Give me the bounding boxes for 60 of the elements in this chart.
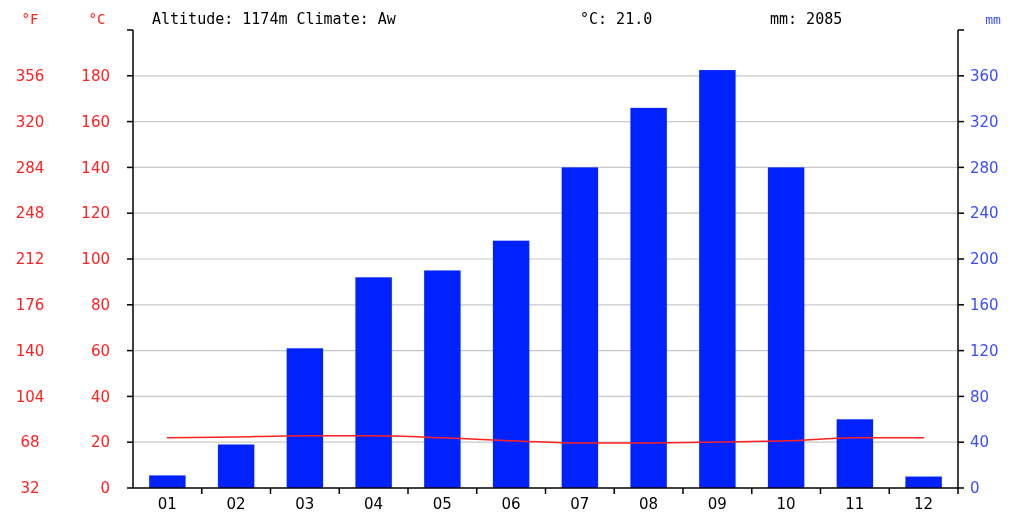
x-tick-label: 04 [364,495,384,513]
y3-tick-label: 320 [15,112,45,131]
y2-tick-label: 0 [970,479,980,498]
y-tick-label: 100 [81,250,110,269]
x-tick-label: 08 [639,495,659,513]
bar [424,270,461,488]
y-tick-label: 140 [81,158,110,177]
bar [767,167,805,488]
x-tick-label: 09 [707,495,727,513]
bar [286,348,324,488]
y2-tick-label: 320 [970,112,999,131]
y3-tick-label: 284 [15,158,45,177]
bar [630,107,667,488]
y2-tick-label: 360 [970,67,999,86]
text: mm: 2085 [770,10,843,28]
y2-tick-label: 40 [970,433,990,452]
x-tick-label: 06 [501,495,521,513]
text: °C: 21.0 [580,10,653,28]
y-tick-label: 80 [90,296,110,315]
y2-tick-label: 280 [970,158,999,177]
x-tick-label: 01 [157,495,177,513]
y3-tick-label: 68 [20,433,40,452]
bar [836,419,874,488]
y3-tick-label: 140 [15,341,45,360]
bar [561,167,599,488]
y-axis-title: °C [88,11,106,27]
x-tick-label: 10 [776,495,796,513]
bar [149,475,186,488]
y-tick-label: 180 [81,67,110,86]
y-tick-label: 160 [81,112,110,131]
y3-tick-label: 176 [15,296,45,315]
y-tick-label: 20 [90,433,110,452]
y-tick-label: 40 [90,387,110,406]
x-tick-label: 03 [295,495,315,513]
y3-axis-title: °F [21,11,39,27]
chart-title: Altitude: 1174m Climate: Aw [152,10,397,28]
y2-axis-title: mm [985,12,1001,27]
y-tick-label: 60 [90,341,110,360]
x-tick-label: 11 [845,495,865,513]
y2-tick-label: 160 [970,296,999,315]
bar [699,70,736,488]
y-tick-label: 0 [100,479,110,498]
y3-tick-label: 356 [15,67,45,86]
y3-tick-label: 32 [20,479,40,498]
y3-tick-label: 104 [15,387,45,406]
y2-tick-label: 200 [970,250,999,269]
y3-tick-label: 248 [15,204,45,223]
x-tick-label: 02 [226,495,246,513]
x-tick-label: 07 [570,495,590,513]
line-series [166,435,925,444]
y-tick-label: 120 [81,204,110,223]
y3-tick-label: 212 [15,250,45,269]
bar [355,277,392,488]
x-tick-label: 12 [914,495,934,513]
bar [217,444,255,488]
bar [492,240,530,488]
y2-tick-label: 120 [970,341,999,360]
y2-tick-label: 240 [970,204,999,223]
x-tick-label: 05 [432,495,452,513]
y2-tick-label: 80 [970,387,990,406]
